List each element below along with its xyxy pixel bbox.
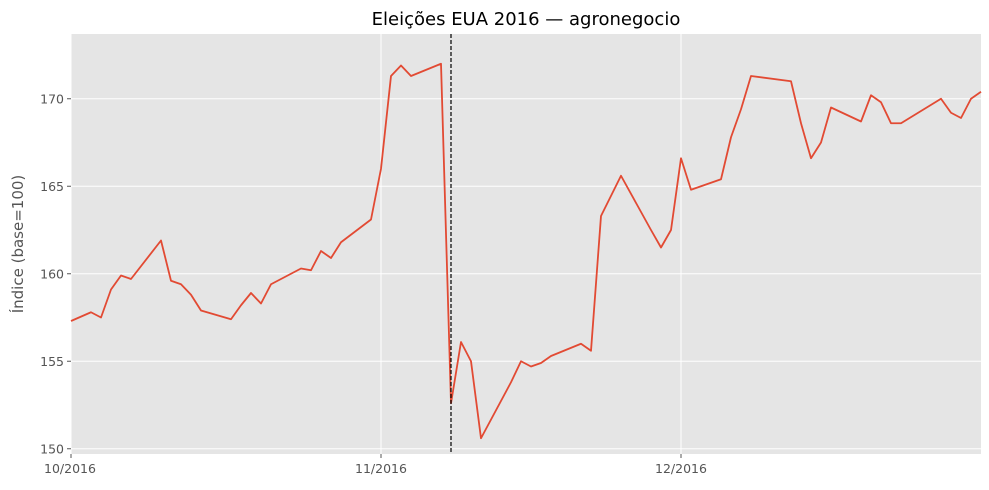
x-tick-label: 10/2016 (44, 461, 96, 476)
y-axis-label: Índice (base=100) (8, 175, 27, 314)
y-tick-label: 165 (40, 179, 64, 194)
x-gridlines (70, 34, 682, 454)
y-tick-label: 170 (40, 91, 64, 106)
series-line (70, 62, 982, 440)
y-tick-labels: 150 155 160 165 170 (40, 91, 71, 456)
y-tick-label: 160 (40, 266, 64, 281)
data-line-layer (70, 62, 982, 440)
x-tick-label: 11/2016 (355, 461, 407, 476)
y-gridlines (71, 98, 981, 450)
plot-background (71, 34, 981, 454)
x-tick-labels: 10/2016 11/2016 12/2016 (44, 454, 707, 476)
chart-title: Eleições EUA 2016 — agronegocio (372, 9, 681, 30)
y-tick-label: 150 (40, 441, 64, 456)
x-tick-label: 12/2016 (655, 461, 707, 476)
y-tick-label: 155 (40, 354, 64, 369)
